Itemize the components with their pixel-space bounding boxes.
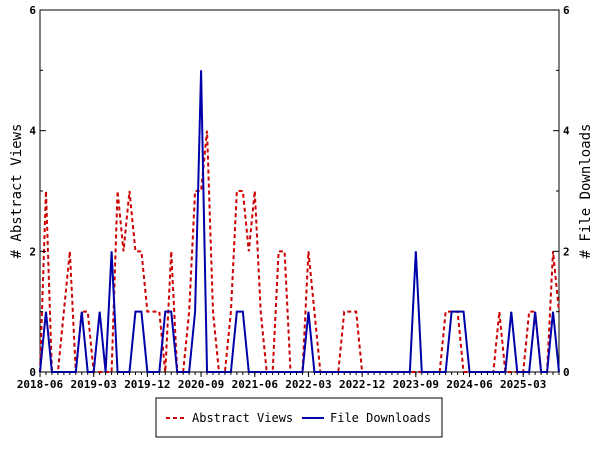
- y-tick-label-right: 6: [563, 4, 570, 17]
- legend: Abstract Views File Downloads: [155, 397, 443, 438]
- plot-area: [39, 9, 560, 373]
- y-tick-label-right: 2: [563, 245, 570, 258]
- x-tick-label: 2022-12: [339, 378, 385, 391]
- y-axis-title-left: # Abstract Views: [9, 124, 25, 259]
- x-tick-label: 2023-09: [393, 378, 439, 391]
- ticks-layer: [39, 9, 560, 377]
- legend-label-file-downloads: File Downloads: [330, 411, 431, 425]
- y-tick-label-left: 6: [29, 4, 36, 17]
- y-tick-labels-left: 0 2 4 6: [29, 4, 36, 379]
- y-tick-label-right: 0: [563, 366, 570, 379]
- y-tick-label-left: 4: [29, 125, 36, 138]
- y-axis-title-right: # File Downloads: [578, 124, 594, 259]
- y-tick-label-right: 4: [563, 125, 570, 138]
- legend-label-abstract-views: Abstract Views: [192, 411, 293, 425]
- x-tick-label: 2018-06: [17, 378, 64, 391]
- series-layer: [39, 70, 560, 373]
- x-tick-labels: 2018-06 2019-03 2019-12 2020-09 2021-06 2022-…: [17, 378, 547, 391]
- y-tick-labels-right: 0 2 4 6: [563, 4, 570, 379]
- x-tick-label: 2025-03: [500, 378, 546, 391]
- legend-box: [155, 397, 443, 438]
- x-tick-label: 2019-03: [71, 378, 117, 391]
- x-tick-label: 2019-12: [124, 378, 170, 391]
- y-tick-label-left: 0: [29, 366, 36, 379]
- y-tick-label-left: 2: [29, 245, 36, 258]
- x-tick-label: 2022-03: [285, 378, 331, 391]
- x-tick-label: 2020-09: [178, 378, 224, 391]
- x-tick-label: 2021-06: [232, 378, 279, 391]
- series-line-file-downloads: [39, 70, 560, 373]
- x-tick-label: 2024-06: [446, 378, 493, 391]
